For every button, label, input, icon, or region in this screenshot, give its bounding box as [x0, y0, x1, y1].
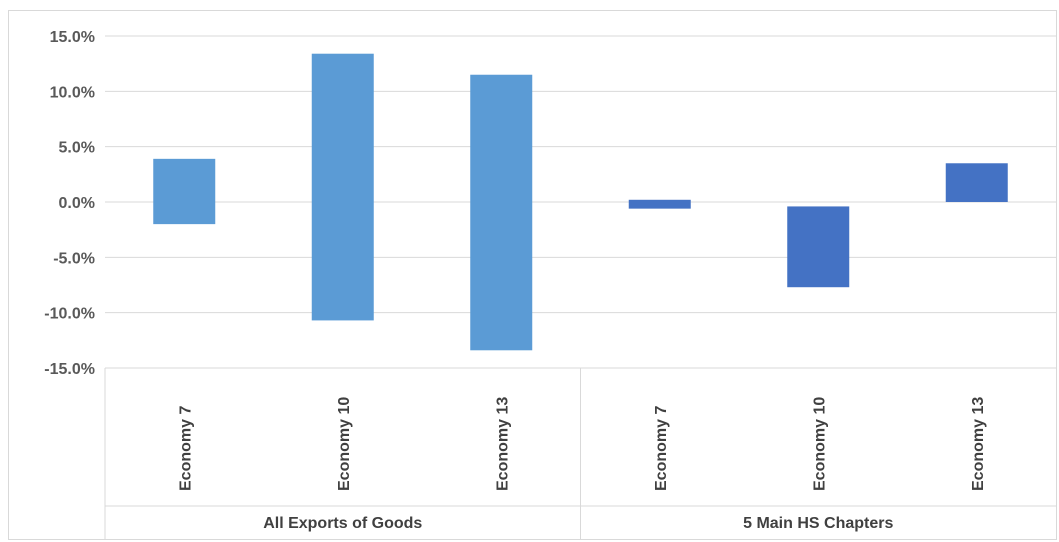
y-tick-label: 10.0%	[50, 84, 95, 101]
y-tick-label: -5.0%	[53, 250, 95, 267]
category-label: Economy 10	[336, 397, 353, 491]
bar	[945, 163, 1008, 202]
bar	[153, 158, 216, 225]
category-label: Economy 7	[653, 406, 670, 491]
range-bar-chart: 15.0% 10.0% 5.0% 0.0% -5.0% -10.0% -15.0% Econo…	[44, 29, 1056, 539]
bar	[311, 53, 374, 321]
y-tick-label: 0.0%	[59, 195, 95, 212]
y-tick-label: 5.0%	[59, 140, 95, 157]
group-label: All Exports of Goods	[263, 515, 422, 532]
category-label: Economy 13	[494, 397, 511, 491]
bar	[787, 206, 850, 288]
category-label: Economy 13	[970, 397, 987, 491]
bar	[628, 199, 691, 209]
y-tick-label: -10.0%	[44, 306, 95, 323]
y-tick-label: -15.0%	[44, 361, 95, 378]
category-label: Economy 10	[811, 397, 828, 491]
chart-frame: 15.0% 10.0% 5.0% 0.0% -5.0% -10.0% -15.0% Econo…	[8, 10, 1057, 540]
category-label: Economy 7	[177, 406, 194, 491]
group-label: 5 Main HS Chapters	[743, 515, 893, 532]
bar	[470, 74, 533, 351]
y-tick-label: 15.0%	[50, 29, 95, 46]
